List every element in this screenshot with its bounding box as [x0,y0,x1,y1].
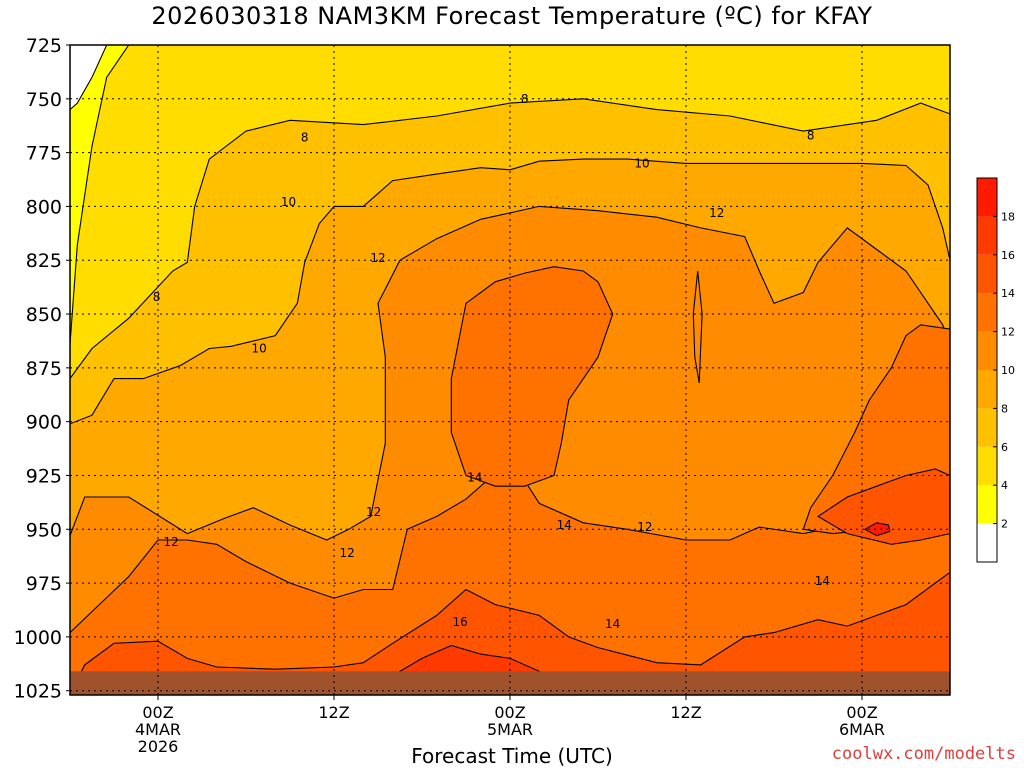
contour-line-6 [70,45,950,345]
colorbar-label: 12 [1001,326,1015,339]
y-tick-label: 800 [26,196,62,218]
colorbar-label: 2 [1001,518,1008,531]
contour-label: 8 [807,128,815,142]
colorbar-swatch [977,370,997,409]
contour-line-12 [70,205,950,541]
x-tick-label: 5MAR [487,720,533,739]
contour-label: 12 [164,535,179,549]
contour-label: 14 [605,617,620,631]
y-tick-label: 850 [26,304,62,326]
x-tick-label: 6MAR [839,720,885,739]
chart-title: 2026030318 NAM3KM Forecast Temperature (… [151,2,873,30]
colorbar-swatch [977,254,997,294]
colorbar-swatch [977,293,997,332]
contour-blob-16 [816,468,950,545]
credit-text: coolwx.com/modelts [831,744,1016,764]
contour-line-10 [70,158,950,425]
x-tick-label: 00Z [494,703,525,722]
colorbar-label: 8 [1001,402,1008,415]
contour-label: 12 [709,206,724,220]
x-axis-label: Forecast Time (UTC) [411,744,613,768]
x-tick-label: 2026 [138,737,179,756]
colorbar-swatch [977,485,997,524]
y-tick-label: 875 [26,358,62,380]
y-tick-label: 725 [26,35,62,57]
colorbar-label: 18 [1001,210,1015,223]
x-tick-label: 12Z [318,703,349,722]
colorbar-label: 10 [1001,364,1015,377]
colorbar-label: 16 [1001,249,1015,262]
contour-line-16 [70,571,950,695]
x-tick-label: 12Z [670,703,701,722]
contour-blob-14 [450,266,614,487]
contour-blob-12 [692,270,703,383]
x-tick-label: 4MAR [135,720,181,739]
contour-blob-2 [70,45,108,111]
contour-label: 8 [521,92,529,106]
contour-label: 12 [366,505,381,519]
plot-area: 8 8 8 10 10 12 12 8 10 14 12 14 12 12 12 14 16 14 [70,45,950,695]
contour-label: 16 [452,615,467,629]
contour-label: 8 [301,131,309,145]
y-tick-label: 775 [26,143,62,165]
y-tick-label: 950 [26,519,62,541]
x-tick-label: 00Z [846,703,877,722]
x-tick-label: 00Z [142,703,173,722]
colorbar-swatch [977,331,997,370]
ground-fill [70,671,950,695]
contour-blob-18 [863,522,891,537]
colorbar-swatch [977,216,997,255]
colorbar-swatch [977,178,997,217]
y-tick-label: 925 [26,465,62,487]
contour-line-8 [70,98,950,379]
colorbar-swatch [977,408,997,447]
contour-label: 10 [281,195,296,209]
y-tick-label: 1000 [14,627,62,649]
contour-label: 10 [634,156,649,170]
colorbar-swatch [977,446,997,486]
y-tick-label: 975 [26,573,62,595]
contour-label: 10 [252,341,267,355]
colorbar-label: 6 [1001,441,1008,454]
colorbar-label: 4 [1001,479,1008,492]
contour-label: 14 [467,471,482,485]
contour-label: 14 [557,518,572,532]
contour-label: 8 [153,290,161,304]
contour-label: 12 [637,520,652,534]
y-tick-label: 900 [26,412,62,434]
colorbar-swatch [977,523,997,562]
contour-label: 12 [370,251,385,265]
y-tick-label: 1025 [14,681,62,703]
colorbar-label: 14 [1001,287,1015,300]
contour-label: 12 [340,546,355,560]
contour-label: 14 [815,574,830,588]
y-tick-label: 750 [26,89,62,111]
y-tick-label: 825 [26,250,62,272]
band-fill-14 [70,469,950,695]
